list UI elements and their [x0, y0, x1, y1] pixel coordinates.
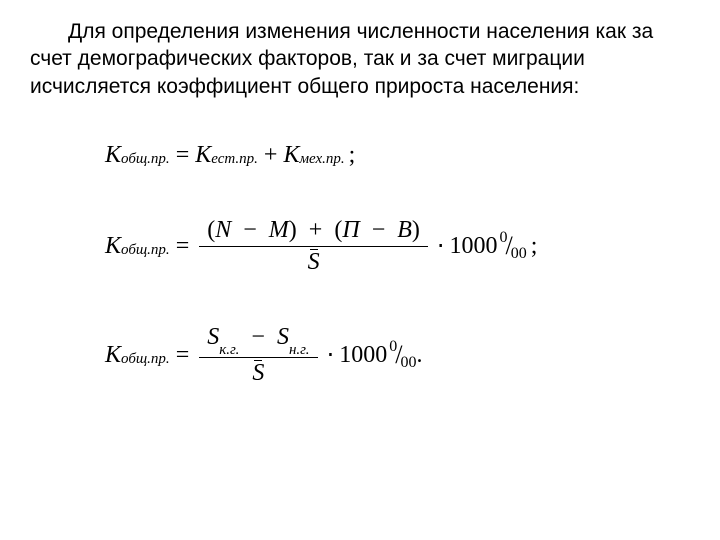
constant-1000: 1000 — [450, 233, 498, 260]
minus-sign: − — [372, 217, 386, 243]
fraction-denominator: S — [244, 358, 272, 387]
fraction: (N − M) + (П − B) S — [199, 217, 428, 276]
fraction-denominator: S — [300, 247, 328, 276]
variable-S-kg: S — [207, 324, 219, 350]
variable-K: K — [105, 233, 121, 260]
fraction: Sк.г. − Sн.г. S — [199, 324, 317, 387]
variable-S-bar: S — [308, 249, 320, 276]
fraction-numerator: Sк.г. − Sн.г. — [199, 324, 317, 358]
multiply-sign: ⋅ — [437, 232, 445, 261]
subscript-mech: мех.пр. — [299, 151, 344, 168]
variable-B: B — [397, 217, 412, 243]
semicolon: ; — [531, 233, 538, 260]
variable-S-ng: S — [277, 324, 289, 350]
subscript-obsch: общ.пр. — [121, 351, 170, 368]
minus-sign: − — [243, 217, 257, 243]
permille-bot: 00 — [400, 354, 416, 372]
equals-sign: = — [176, 342, 190, 369]
right-paren: ) — [289, 217, 297, 243]
variable-S-bar: S — [252, 360, 264, 387]
formula-1: Kобщ.пр. = Kест.пр. + Kмех.пр. ; — [30, 142, 690, 169]
variable-K: K — [105, 342, 121, 369]
equals-sign: = — [176, 233, 190, 260]
permille-symbol: 0 / 00 — [389, 340, 416, 370]
subscript-est: ест.пр. — [211, 151, 258, 168]
permille-top: 0 — [500, 229, 508, 247]
subscript-obsch: общ.пр. — [121, 151, 170, 168]
permille-symbol: 0 / 00 — [500, 231, 527, 261]
constant-1000: 1000 — [339, 342, 387, 369]
right-paren: ) — [412, 217, 420, 243]
plus-sign: + — [309, 217, 323, 243]
minus-sign: − — [251, 324, 265, 350]
formula-3: Kобщ.пр. = Sк.г. − Sн.г. S ⋅ 1000 0 / 00… — [30, 324, 690, 387]
variable-K-est: K — [195, 142, 211, 169]
permille-top: 0 — [389, 338, 397, 356]
subscript-obsch: общ.пр. — [121, 242, 170, 259]
formula-2: Kобщ.пр. = (N − M) + (П − B) S ⋅ 1000 0 … — [30, 217, 690, 276]
equals-sign: = — [176, 142, 190, 169]
variable-K-mech: K — [283, 142, 299, 169]
subscript-kg: к.г. — [219, 342, 239, 358]
variable-K: K — [105, 142, 121, 169]
fraction-numerator: (N − M) + (П − B) — [199, 217, 428, 247]
plus-sign: + — [264, 142, 278, 169]
subscript-ng: н.г. — [289, 342, 310, 358]
multiply-sign: ⋅ — [327, 341, 335, 370]
variable-M: M — [269, 217, 289, 243]
variable-P: П — [342, 217, 359, 243]
intro-paragraph: Для определения изменения численности на… — [30, 18, 690, 100]
permille-bot: 00 — [511, 245, 527, 263]
semicolon: ; — [349, 142, 356, 169]
period: . — [416, 342, 422, 369]
variable-N: N — [215, 217, 231, 243]
